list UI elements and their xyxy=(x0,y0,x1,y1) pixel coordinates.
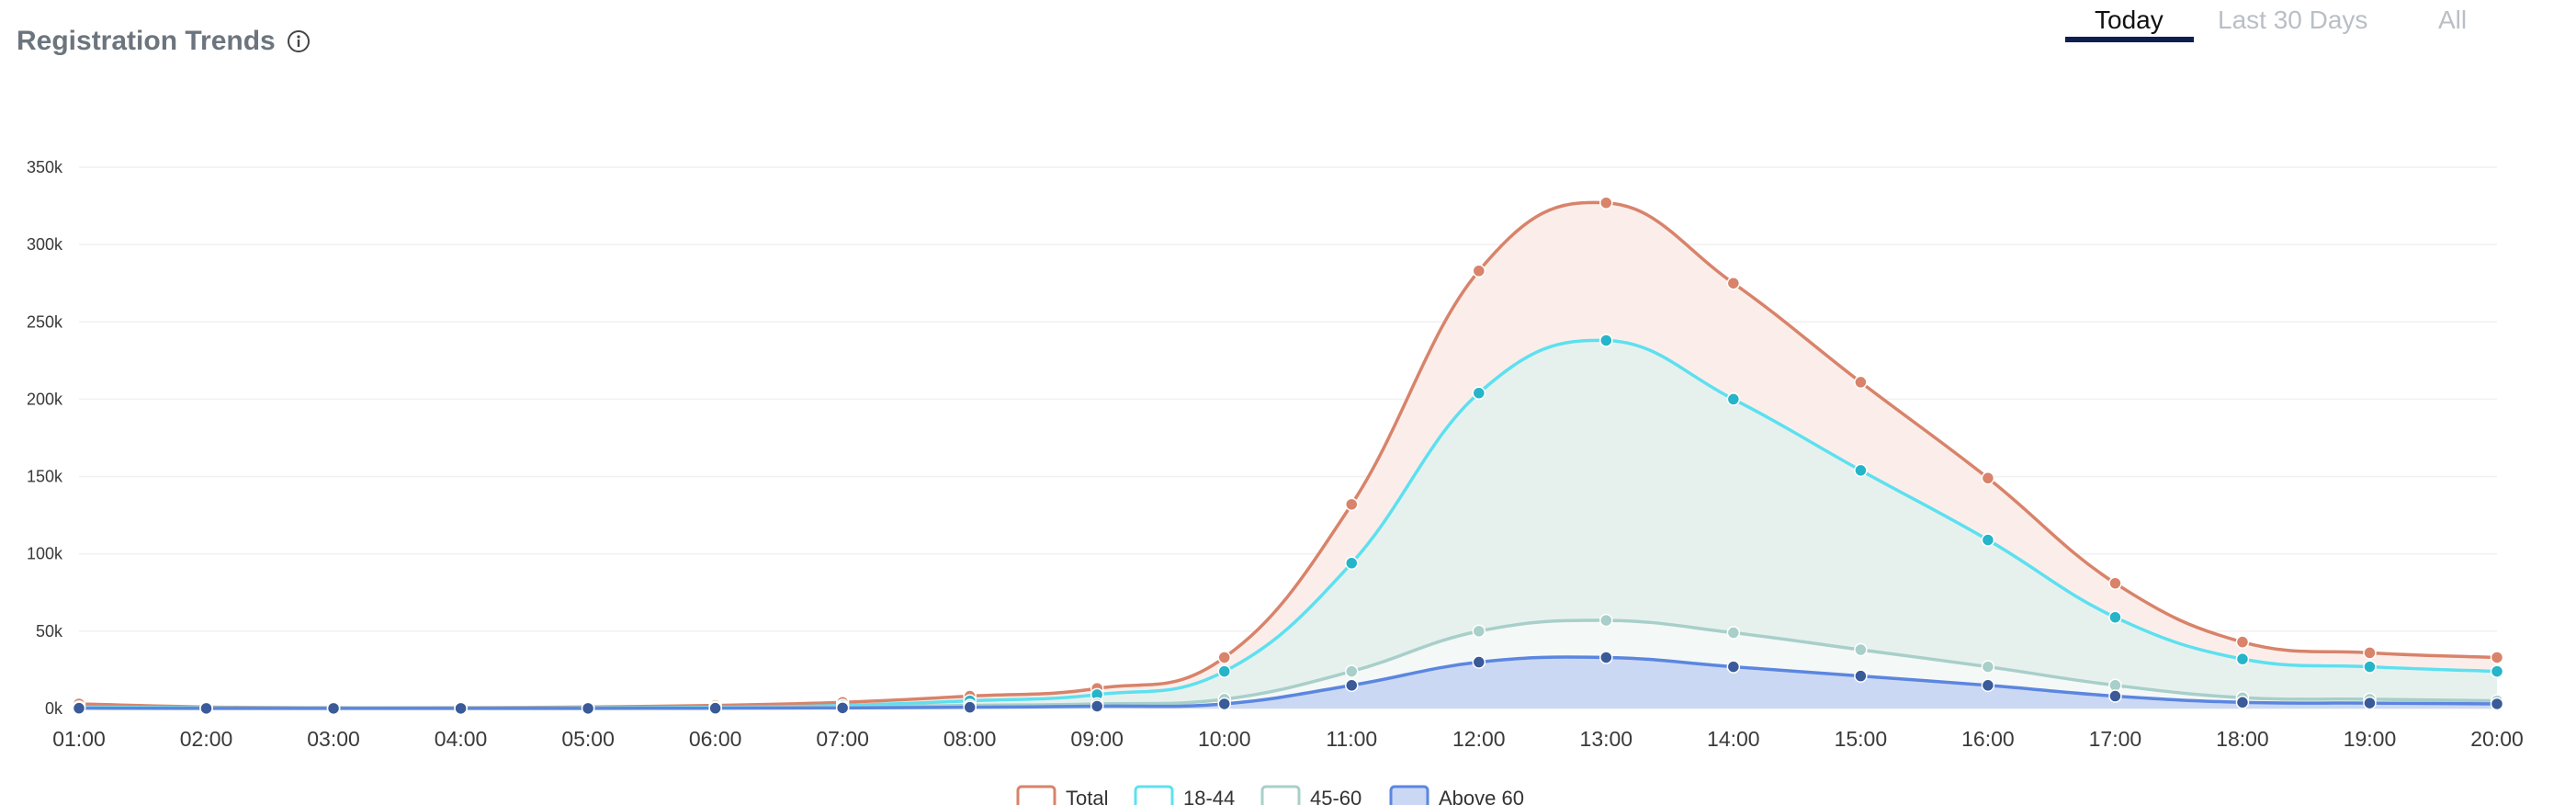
point-18-44 xyxy=(1726,392,1741,406)
point-18-44 xyxy=(2490,664,2504,678)
x-tick-label: 11:00 xyxy=(1326,727,1377,751)
point-total xyxy=(1726,276,1741,290)
point-above-60 xyxy=(199,701,213,716)
legend-label-above-60: Above 60 xyxy=(1439,787,1524,805)
x-tick-label: 16:00 xyxy=(1961,727,2015,751)
point-above-60 xyxy=(963,700,977,714)
point-45-60 xyxy=(1981,660,1995,674)
tab-last-30-days[interactable]: Last 30 Days xyxy=(2218,6,2368,34)
point-18-44 xyxy=(1217,664,1231,678)
info-icon[interactable] xyxy=(287,29,311,53)
x-tick-label: 15:00 xyxy=(1835,727,1888,751)
point-above-60 xyxy=(1472,655,1486,669)
point-total xyxy=(1981,471,1995,485)
point-18-44 xyxy=(2235,652,2250,666)
point-above-60 xyxy=(2363,696,2377,710)
y-tick-label: 300k xyxy=(27,235,63,254)
point-above-60 xyxy=(2108,689,2122,703)
point-total xyxy=(1854,375,1868,390)
point-total xyxy=(2363,646,2377,660)
legend-label-total: Total xyxy=(1066,787,1108,805)
point-18-44 xyxy=(1472,386,1486,400)
point-total xyxy=(1599,196,1613,210)
point-18-44 xyxy=(1599,334,1613,347)
y-tick-label: 350k xyxy=(27,158,63,176)
x-tick-label: 08:00 xyxy=(943,727,997,751)
x-tick-label: 02:00 xyxy=(180,727,233,751)
point-above-60 xyxy=(1599,651,1613,664)
legend-label-18-44: 18-44 xyxy=(1183,787,1235,805)
x-tick-label: 20:00 xyxy=(2470,727,2524,751)
y-tick-label: 50k xyxy=(36,622,63,641)
point-total xyxy=(1472,264,1486,278)
x-tick-label: 09:00 xyxy=(1070,727,1124,751)
x-tick-label: 13:00 xyxy=(1580,727,1633,751)
x-tick-label: 01:00 xyxy=(52,727,106,751)
legend-swatch-total xyxy=(1016,785,1056,805)
chart-title: Registration Trends xyxy=(17,26,311,57)
x-tick-label: 18:00 xyxy=(2216,727,2269,751)
point-45-60 xyxy=(1854,642,1868,657)
point-above-60 xyxy=(2490,697,2504,711)
y-tick-label: 150k xyxy=(27,468,63,486)
x-tick-label: 05:00 xyxy=(561,727,615,751)
x-tick-label: 10:00 xyxy=(1198,727,1251,751)
x-tick-label: 19:00 xyxy=(2344,727,2397,751)
point-above-60 xyxy=(1854,669,1868,683)
point-above-60 xyxy=(454,701,468,716)
area-above-60 xyxy=(79,656,2497,709)
legend-swatch-above-60 xyxy=(1389,785,1429,805)
legend-swatch-45-60 xyxy=(1260,785,1301,805)
x-tick-label: 06:00 xyxy=(689,727,742,751)
point-above-60 xyxy=(72,701,86,715)
point-total xyxy=(2108,576,2122,590)
point-above-60 xyxy=(581,701,595,716)
point-18-44 xyxy=(2363,660,2377,674)
area-18-44 xyxy=(79,340,2497,709)
x-tick-label: 12:00 xyxy=(1452,727,1506,751)
y-tick-label: 200k xyxy=(27,390,63,408)
point-18-44 xyxy=(2108,610,2122,624)
point-above-60 xyxy=(1726,660,1741,674)
point-above-60 xyxy=(2235,696,2250,709)
point-45-60 xyxy=(1345,664,1359,678)
x-tick-label: 07:00 xyxy=(816,727,869,751)
point-above-60 xyxy=(1345,678,1359,693)
legend-label-45-60: 45-60 xyxy=(1310,787,1361,805)
y-tick-label: 100k xyxy=(27,545,63,563)
point-45-60 xyxy=(1472,624,1486,639)
point-total xyxy=(1345,497,1359,512)
point-above-60 xyxy=(1090,699,1104,713)
tab-all[interactable]: All xyxy=(2438,6,2468,34)
y-tick-label: 0k xyxy=(45,699,63,718)
point-total xyxy=(2490,651,2504,664)
point-above-60 xyxy=(1981,678,1995,693)
point-18-44 xyxy=(1345,556,1359,571)
y-tick-label: 250k xyxy=(27,312,63,331)
legend-swatch-18-44 xyxy=(1134,785,1174,805)
x-tick-label: 04:00 xyxy=(435,727,488,751)
chart-title-text: Registration Trends xyxy=(17,26,276,56)
point-above-60 xyxy=(708,701,722,715)
point-18-44 xyxy=(1981,533,1995,547)
point-45-60 xyxy=(1726,626,1741,640)
point-total xyxy=(1217,651,1231,664)
active-tab-indicator xyxy=(2065,37,2194,42)
point-above-60 xyxy=(326,701,341,716)
point-45-60 xyxy=(1599,613,1613,628)
point-above-60 xyxy=(1217,697,1231,711)
point-above-60 xyxy=(835,701,850,715)
x-tick-label: 14:00 xyxy=(1707,727,1760,751)
point-18-44 xyxy=(1854,463,1868,478)
point-total xyxy=(2235,635,2250,649)
x-tick-label: 03:00 xyxy=(307,727,360,751)
tab-today[interactable]: Today xyxy=(2095,6,2164,34)
x-tick-label: 17:00 xyxy=(2089,727,2142,751)
line-above-60 xyxy=(78,655,2498,710)
